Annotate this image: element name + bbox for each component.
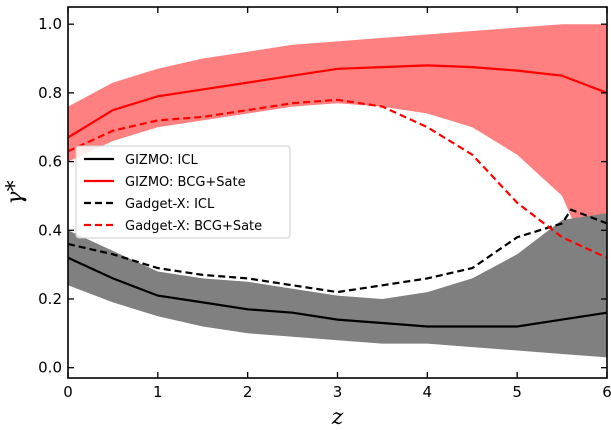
y-tick-label: 0.0	[38, 359, 62, 377]
axis-ticks: 0 1 2 3 4 5 6 0.0 0.2 0.4 0.6 0.8 1.0	[38, 7, 611, 401]
x-tick-label: 5	[512, 383, 522, 401]
x-tick-label: 2	[243, 383, 253, 401]
band-1	[68, 213, 607, 358]
y-tick-label: 1.0	[38, 15, 62, 33]
series-line-1	[67, 64, 608, 139]
legend-label: GIZMO: BCG+Sate	[125, 175, 246, 190]
x-tick-label: 4	[423, 383, 433, 401]
x-tick-label: 6	[602, 383, 611, 401]
x-tick-label: 3	[333, 383, 343, 401]
shaded-bands	[68, 24, 607, 358]
legend-label: Gadget-X: BCG+Sate	[125, 219, 262, 234]
legend-label: GIZMO: ICL	[125, 153, 198, 168]
x-axis-label: z	[331, 405, 344, 430]
legend-box	[75, 145, 291, 239]
y-tick-label: 0.4	[38, 221, 62, 239]
series-lines	[67, 64, 608, 328]
series-line-2	[67, 208, 608, 294]
y-tick-label: 0.8	[38, 84, 62, 102]
x-tick-label: 0	[63, 383, 73, 401]
series-line-3	[67, 98, 608, 259]
band-0	[68, 24, 607, 299]
x-tick-label: 1	[153, 383, 163, 401]
y-axis-label: γ*	[3, 180, 28, 204]
y-tick-label: 0.2	[38, 290, 62, 308]
legend: GIZMO: ICL GIZMO: BCG+Sate Gadget-X: ICL Ga…	[75, 145, 291, 239]
y-tick-label: 0.6	[38, 153, 62, 171]
legend-label: Gadget-X: ICL	[125, 197, 215, 212]
series-line-0	[67, 256, 608, 328]
